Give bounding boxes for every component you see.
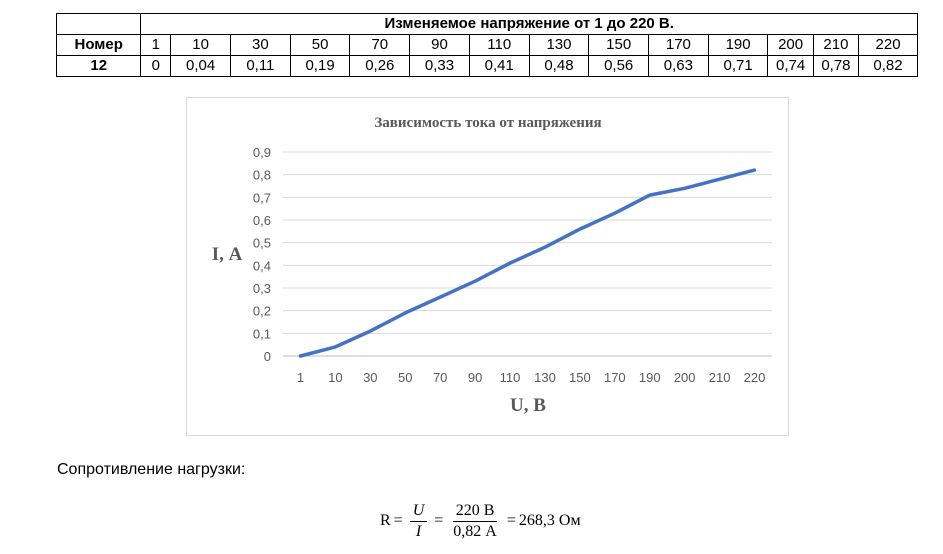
table-title-row: Изменяемое напряжение от 1 до 220 В. bbox=[55, 13, 918, 35]
voltage-cell: 210 bbox=[812, 34, 860, 56]
x-tick-label: 10 bbox=[328, 370, 342, 385]
current-cell: 0,63 bbox=[648, 55, 709, 77]
y-tick-label: 0,1 bbox=[253, 326, 271, 341]
x-tick-label: 90 bbox=[468, 370, 482, 385]
x-tick-label: 130 bbox=[534, 370, 556, 385]
value-fraction: 220 В 0,82 А bbox=[450, 502, 500, 541]
header-label: Номер bbox=[55, 34, 142, 56]
fraction-denominator-value: 0,82 А bbox=[453, 522, 497, 540]
x-tick-label: 110 bbox=[500, 370, 521, 385]
x-tick-label: 1 bbox=[297, 370, 304, 385]
x-tick-label: 200 bbox=[674, 370, 696, 385]
fraction-numerator-value: 220 В bbox=[452, 502, 498, 522]
x-tick-label: 30 bbox=[363, 370, 377, 385]
resistance-label: Сопротивление нагрузки: bbox=[57, 461, 246, 478]
y-tick-label: 0,3 bbox=[253, 281, 271, 296]
voltage-cell: 150 bbox=[588, 34, 650, 56]
current-cell: 0,56 bbox=[588, 55, 650, 77]
voltage-cell: 220 bbox=[858, 34, 918, 56]
voltage-cell: 190 bbox=[707, 34, 769, 56]
table-title: Изменяемое напряжение от 1 до 220 В. bbox=[140, 13, 918, 35]
voltage-cell: 130 bbox=[528, 34, 590, 56]
current-cell: 0,26 bbox=[349, 55, 411, 77]
current-cell: 0,74 bbox=[767, 55, 814, 77]
voltage-cell: 110 bbox=[468, 34, 530, 56]
formula-eq-1: = bbox=[393, 512, 403, 529]
fraction-denominator-symbol: I bbox=[415, 522, 422, 540]
current-cell: 0,04 bbox=[170, 55, 231, 77]
x-tick-label: 150 bbox=[569, 370, 591, 385]
current-cell: 0 bbox=[140, 55, 172, 77]
current-cell: 0,78 bbox=[812, 55, 860, 77]
current-cell: 0,82 bbox=[858, 55, 918, 77]
y-tick-label: 0,9 bbox=[253, 145, 271, 160]
x-tick-label: 50 bbox=[398, 370, 412, 385]
current-cell: 0,19 bbox=[289, 55, 351, 77]
series-line bbox=[298, 168, 757, 358]
y-tick-label: 0,2 bbox=[253, 304, 271, 319]
data-table: Изменяемое напряжение от 1 до 220 В. Ном… bbox=[55, 13, 918, 77]
symbol-fraction: U I bbox=[409, 502, 428, 541]
x-tick-label: 210 bbox=[709, 370, 731, 385]
current-row: 12 0 0,04 0,11 0,19 0,26 0,33 0,41 0,48 0,56 0,63… bbox=[55, 55, 918, 77]
current-cell: 0,48 bbox=[528, 55, 590, 77]
y-tick-label: 0,4 bbox=[253, 258, 271, 273]
voltage-cell: 30 bbox=[230, 34, 291, 56]
voltage-cell: 90 bbox=[409, 34, 470, 56]
y-tick-label: 0,6 bbox=[253, 213, 271, 228]
y-axis-label: I, А bbox=[212, 244, 243, 265]
current-cell: 0,71 bbox=[707, 55, 769, 77]
x-tick-label: 70 bbox=[433, 370, 447, 385]
formula-result: 268,3 Ом bbox=[518, 512, 581, 529]
voltage-cell: 200 bbox=[767, 34, 814, 56]
formula-eq-3: = bbox=[506, 512, 516, 529]
y-tick-label: 0,8 bbox=[253, 168, 271, 183]
voltage-cell: 70 bbox=[349, 34, 411, 56]
table-corner-cell bbox=[55, 13, 142, 35]
x-tick-label: 190 bbox=[639, 370, 661, 385]
resistance-formula: R = U I = 220 В 0,82 А = 268,3 Ом bbox=[380, 496, 581, 546]
fraction-numerator-symbol: U bbox=[409, 502, 428, 522]
voltage-row: Номер 1 10 30 50 70 90 110 130 150 170 190 200 210 22… bbox=[55, 34, 918, 56]
current-cell: 0,41 bbox=[468, 55, 530, 77]
chart-container: Зависимость тока от напряжения 0 0,1 0,2 0,3… bbox=[186, 97, 789, 436]
voltage-cell: 50 bbox=[289, 34, 351, 56]
row-label: 12 bbox=[55, 55, 142, 77]
formula-lhs: R bbox=[380, 512, 391, 529]
y-tick-label: 0,5 bbox=[253, 236, 271, 251]
y-tick-label: 0 bbox=[264, 349, 271, 364]
x-tick-label: 220 bbox=[744, 370, 766, 385]
voltage-cell: 1 bbox=[140, 34, 172, 56]
chart-title: Зависимость тока от напряжения bbox=[374, 115, 601, 131]
voltage-cell: 170 bbox=[648, 34, 709, 56]
x-tick-label: 170 bbox=[604, 370, 626, 385]
current-cell: 0,33 bbox=[409, 55, 470, 77]
current-voltage-chart: Зависимость тока от напряжения 0 0,1 0,2 0,3… bbox=[212, 115, 772, 416]
y-tick-label: 0,7 bbox=[253, 190, 271, 205]
current-cell: 0,11 bbox=[230, 55, 291, 77]
formula-eq-2: = bbox=[434, 512, 444, 529]
x-axis-label: U, В bbox=[510, 395, 546, 416]
voltage-cell: 10 bbox=[170, 34, 231, 56]
